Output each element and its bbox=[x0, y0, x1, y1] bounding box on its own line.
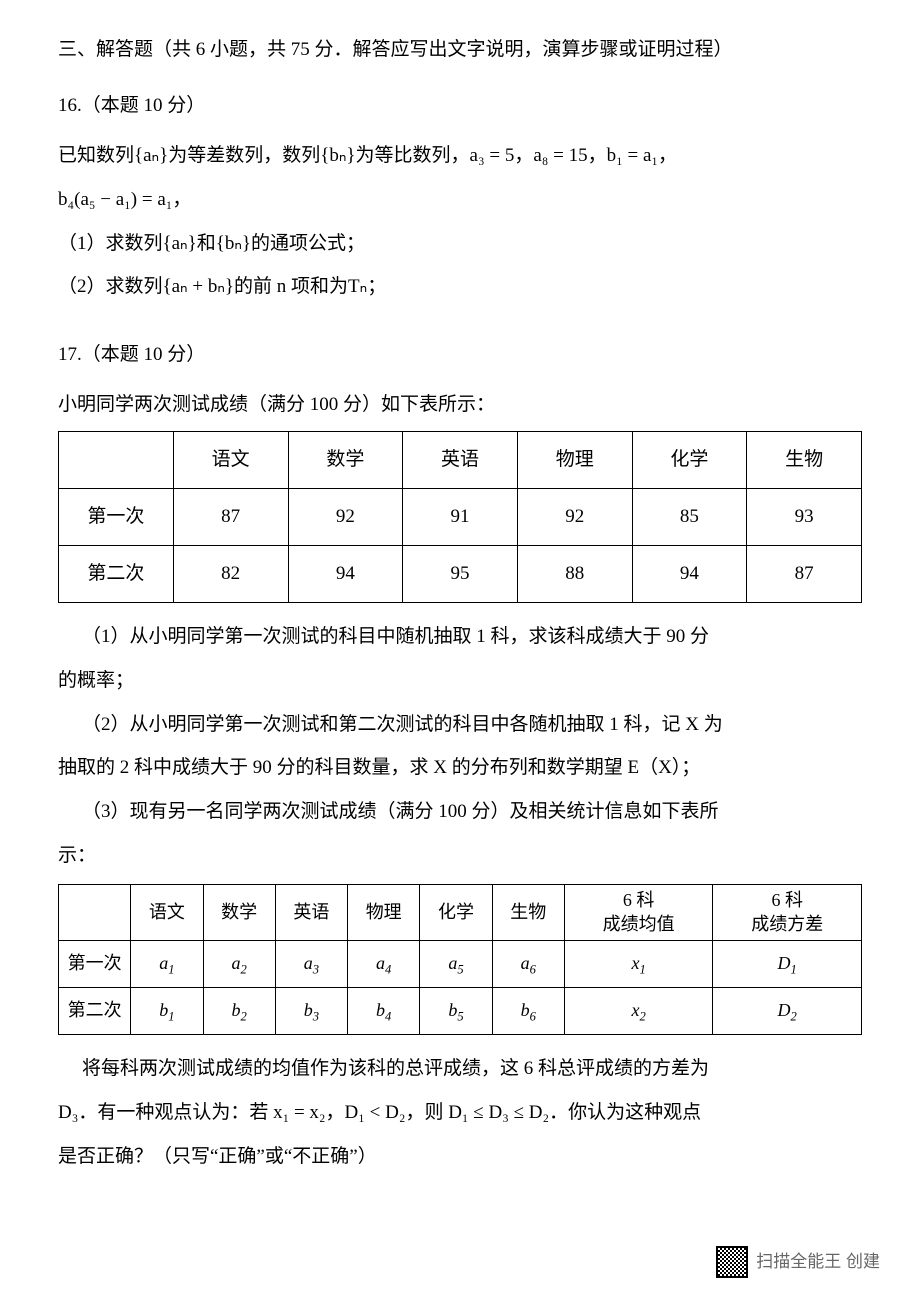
row-label: 第一次 bbox=[59, 489, 174, 546]
row-label: 第二次 bbox=[59, 545, 174, 602]
cell: b5 bbox=[420, 987, 492, 1034]
table-row: 语文 数学 英语 物理 化学 生物 6 科成绩均值 6 科成绩方差 bbox=[59, 885, 862, 941]
cell: D1 bbox=[713, 940, 862, 987]
cell: 94 bbox=[288, 545, 403, 602]
cell: a3 bbox=[275, 940, 347, 987]
cell: 95 bbox=[403, 545, 518, 602]
cell: 93 bbox=[747, 489, 862, 546]
col-header: 语文 bbox=[173, 432, 288, 489]
col-header: 物理 bbox=[348, 885, 420, 941]
q17-header: 17.（本题 10 分） bbox=[58, 335, 862, 375]
cell: b1 bbox=[131, 987, 203, 1034]
q17-intro: 小明同学两次测试成绩（满分 100 分）如下表所示： bbox=[58, 385, 862, 425]
col-header bbox=[59, 432, 174, 489]
q16-header: 16.（本题 10 分） bbox=[58, 86, 862, 126]
col-header: 数学 bbox=[288, 432, 403, 489]
q17-conclusion-line1: 将每科两次测试成绩的均值作为该科的总评成绩，这 6 科总评成绩的方差为 bbox=[58, 1049, 862, 1089]
cell: x1 bbox=[564, 940, 713, 987]
cell: D2 bbox=[713, 987, 862, 1034]
col-header: 6 科成绩均值 bbox=[564, 885, 713, 941]
q17-part3-line1: （3）现有另一名同学两次测试成绩（满分 100 分）及相关统计信息如下表所 bbox=[58, 792, 862, 832]
q17-part2-line1: （2）从小明同学第一次测试和第二次测试的科目中各随机抽取 1 科，记 X 为 bbox=[58, 705, 862, 745]
q17-part2-line2: 抽取的 2 科中成绩大于 90 分的科目数量，求 X 的分布列和数学期望 E（X… bbox=[58, 748, 862, 788]
cell: a2 bbox=[203, 940, 275, 987]
table-row: 语文 数学 英语 物理 化学 生物 bbox=[59, 432, 862, 489]
col-header: 化学 bbox=[420, 885, 492, 941]
table-row: 第二次 82 94 95 88 94 87 bbox=[59, 545, 862, 602]
col-header: 6 科成绩方差 bbox=[713, 885, 862, 941]
q17-part1-line1: （1）从小明同学第一次测试的科目中随机抽取 1 科，求该科成绩大于 90 分 bbox=[58, 617, 862, 657]
table-row: 第二次 b1 b2 b3 b4 b5 b6 x2 D2 bbox=[59, 987, 862, 1034]
cell: b4 bbox=[348, 987, 420, 1034]
cell: 91 bbox=[403, 489, 518, 546]
cell: b3 bbox=[275, 987, 347, 1034]
cell: 92 bbox=[517, 489, 632, 546]
cell: b6 bbox=[492, 987, 564, 1034]
q16-part2: （2）求数列{aₙ + bₙ}的前 n 项和为Tₙ； bbox=[58, 267, 862, 307]
section-header: 三、解答题（共 6 小题，共 75 分．解答应写出文字说明，演算步骤或证明过程） bbox=[58, 30, 862, 70]
q16-line1: 已知数列{aₙ}为等差数列，数列{bₙ}为等比数列，a₃ = 5，a₈ = 15… bbox=[58, 136, 862, 176]
cell: 88 bbox=[517, 545, 632, 602]
cell: 92 bbox=[288, 489, 403, 546]
footer-text: 扫描全能王 创建 bbox=[756, 1244, 880, 1280]
cell: a1 bbox=[131, 940, 203, 987]
q17-conclusion-line3: 是否正确？（只写“正确”或“不正确”） bbox=[58, 1137, 862, 1177]
q17-part3-line2: 示： bbox=[58, 836, 862, 876]
col-header: 生物 bbox=[747, 432, 862, 489]
q16-line2: b₄(a₅ − a₁) = a₁， bbox=[58, 180, 862, 220]
col-header: 化学 bbox=[632, 432, 747, 489]
scores-table-2: 语文 数学 英语 物理 化学 生物 6 科成绩均值 6 科成绩方差 第一次 a1… bbox=[58, 884, 862, 1035]
col-header: 生物 bbox=[492, 885, 564, 941]
row-label: 第二次 bbox=[59, 987, 131, 1034]
cell: a4 bbox=[348, 940, 420, 987]
col-header: 英语 bbox=[275, 885, 347, 941]
cell: a6 bbox=[492, 940, 564, 987]
cell: 85 bbox=[632, 489, 747, 546]
cell: b2 bbox=[203, 987, 275, 1034]
cell: 82 bbox=[173, 545, 288, 602]
cell: 94 bbox=[632, 545, 747, 602]
cell: 87 bbox=[747, 545, 862, 602]
scores-table-1: 语文 数学 英语 物理 化学 生物 第一次 87 92 91 92 85 93 … bbox=[58, 431, 862, 603]
col-header: 物理 bbox=[517, 432, 632, 489]
col-header: 语文 bbox=[131, 885, 203, 941]
table-row: 第一次 a1 a2 a3 a4 a5 a6 x1 D1 bbox=[59, 940, 862, 987]
q17-part1-line2: 的概率； bbox=[58, 661, 862, 701]
cell: 87 bbox=[173, 489, 288, 546]
qr-icon bbox=[716, 1246, 748, 1278]
row-label: 第一次 bbox=[59, 940, 131, 987]
footer: 扫描全能王 创建 bbox=[716, 1244, 880, 1280]
table-row: 第一次 87 92 91 92 85 93 bbox=[59, 489, 862, 546]
cell: x2 bbox=[564, 987, 713, 1034]
q16-part1: （1）求数列{aₙ}和{bₙ}的通项公式； bbox=[58, 224, 862, 264]
col-header: 英语 bbox=[403, 432, 518, 489]
col-header bbox=[59, 885, 131, 941]
q17-conclusion-line2: D₃．有一种观点认为：若 x₁ = x₂，D₁ < D₂，则 D₁ ≤ D₃ ≤… bbox=[58, 1093, 862, 1133]
cell: a5 bbox=[420, 940, 492, 987]
col-header: 数学 bbox=[203, 885, 275, 941]
